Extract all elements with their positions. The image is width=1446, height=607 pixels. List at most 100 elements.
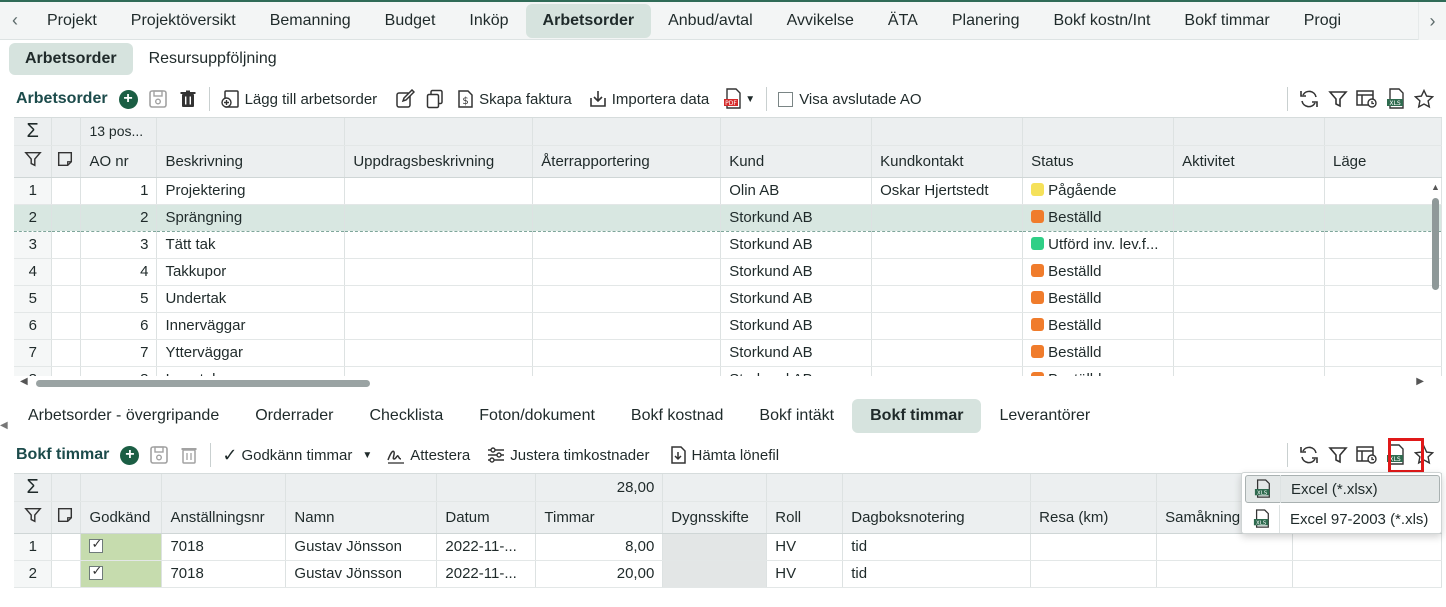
cell-kund[interactable]: Storkund AB bbox=[720, 258, 873, 286]
create-invoice-button[interactable]: $ Skapa faktura bbox=[450, 84, 577, 114]
column-header-godkand[interactable]: Godkänd bbox=[80, 501, 163, 534]
cell-aktivitet[interactable] bbox=[1173, 258, 1325, 286]
pdf-export-button[interactable]: PDF ▼ bbox=[718, 84, 760, 114]
row-number[interactable]: 1 bbox=[14, 533, 53, 561]
column-settings-button[interactable] bbox=[1352, 84, 1382, 114]
cell-kundkontakt[interactable] bbox=[871, 285, 1024, 313]
scroll-up-icon[interactable]: ▲ bbox=[1431, 182, 1440, 192]
tab-bemanning[interactable]: Bemanning bbox=[269, 11, 351, 29]
cell-aktivitet[interactable] bbox=[1173, 285, 1325, 313]
scrollbar-thumb[interactable] bbox=[36, 380, 370, 387]
column-header-aterrapportering[interactable]: Återrapportering bbox=[532, 145, 722, 178]
row-number[interactable]: 8 bbox=[14, 366, 53, 376]
tab-projekt[interactable]: Projekt bbox=[47, 11, 97, 29]
column-header-status[interactable]: Status bbox=[1022, 145, 1175, 178]
cell-status[interactable]: Beställd bbox=[1022, 285, 1175, 313]
cell-ao-nr[interactable]: 2 bbox=[80, 203, 158, 232]
cell-dygnsskifte[interactable] bbox=[662, 560, 768, 588]
cell-aterrapportering[interactable] bbox=[532, 203, 722, 232]
cell-aktivitet[interactable] bbox=[1173, 203, 1325, 232]
cell-kund[interactable]: Olin AB bbox=[720, 177, 873, 205]
row-number[interactable]: 2 bbox=[14, 560, 53, 588]
cell-uppdragsbeskrivning[interactable] bbox=[344, 258, 534, 286]
cell-kund[interactable]: Storkund AB bbox=[720, 366, 873, 376]
cell-uppdragsbeskrivning[interactable] bbox=[344, 231, 534, 259]
cell-kund[interactable]: Storkund AB bbox=[720, 312, 873, 340]
row-note-cell[interactable] bbox=[51, 203, 82, 232]
cell-lage[interactable] bbox=[1324, 339, 1442, 367]
cell-resa-km[interactable] bbox=[1030, 533, 1158, 561]
row-note-cell[interactable] bbox=[51, 258, 82, 286]
cell-lage[interactable] bbox=[1324, 285, 1442, 313]
scrollbar-thumb[interactable] bbox=[1432, 198, 1439, 290]
show-closed-checkbox[interactable]: Visa avslutade AO bbox=[773, 84, 926, 114]
attest-button[interactable]: Attestera bbox=[381, 440, 475, 470]
delete-hours-button[interactable] bbox=[174, 440, 204, 470]
cell-ao-nr[interactable]: 1 bbox=[80, 177, 158, 205]
cell-kund[interactable]: Storkund AB bbox=[720, 203, 873, 232]
cell-beskrivning[interactable]: Ytterväggar bbox=[156, 339, 346, 367]
row-note-cell[interactable] bbox=[51, 177, 82, 205]
cell-namn[interactable]: Gustav Jönsson bbox=[285, 533, 438, 561]
table-row[interactable]: 1 1 Projektering Olin AB Oskar Hjertstedt Påg… bbox=[14, 177, 1442, 205]
column-header-kund[interactable]: Kund bbox=[720, 145, 873, 178]
column-header-datum[interactable]: Datum bbox=[436, 501, 537, 534]
cell-aktivitet[interactable] bbox=[1173, 231, 1325, 259]
row-note-cell[interactable] bbox=[51, 366, 82, 376]
caret-down-icon[interactable]: ▼ bbox=[362, 449, 373, 461]
row-number[interactable]: 6 bbox=[14, 312, 53, 340]
cell-uppdragsbeskrivning[interactable] bbox=[344, 339, 534, 367]
cell-aktivitet[interactable] bbox=[1173, 366, 1325, 376]
row-number[interactable]: 7 bbox=[14, 339, 53, 367]
tab-inkop[interactable]: Inköp bbox=[469, 11, 509, 29]
cell-lage[interactable] bbox=[1324, 177, 1442, 205]
cell-godkand[interactable] bbox=[80, 533, 163, 561]
row-number[interactable]: 4 bbox=[14, 258, 53, 286]
column-header-ao-nr[interactable]: AO nr bbox=[80, 145, 158, 178]
save-button[interactable] bbox=[143, 84, 173, 114]
cell-uppdragsbeskrivning[interactable] bbox=[344, 366, 534, 376]
column-header-lage[interactable]: Läge bbox=[1324, 145, 1442, 178]
cell-extra[interactable] bbox=[1292, 533, 1442, 561]
tab-avvikelse[interactable]: Avvikelse bbox=[786, 11, 854, 29]
tab-checklista[interactable]: Checklista bbox=[369, 407, 444, 424]
cell-kundkontakt[interactable] bbox=[871, 258, 1024, 286]
filter-button[interactable] bbox=[1324, 440, 1352, 470]
add-hours-button[interactable]: + bbox=[115, 440, 144, 470]
cell-namn[interactable]: Gustav Jönsson bbox=[285, 560, 438, 588]
approve-hours-button[interactable]: ✓ Godkänn timmar ▼ bbox=[217, 440, 377, 470]
cell-kund[interactable]: Storkund AB bbox=[720, 285, 873, 313]
cell-datum[interactable]: 2022-11-... bbox=[436, 560, 537, 588]
column-header-beskrivning[interactable]: Beskrivning bbox=[156, 145, 346, 178]
note-icon[interactable] bbox=[51, 501, 82, 534]
cell-lage[interactable] bbox=[1324, 203, 1442, 232]
cell-kundkontakt[interactable] bbox=[871, 312, 1024, 340]
row-note-cell[interactable] bbox=[51, 231, 82, 259]
refresh-button[interactable] bbox=[1294, 84, 1324, 114]
cell-aktivitet[interactable] bbox=[1173, 339, 1325, 367]
row-note-cell[interactable] bbox=[51, 560, 82, 588]
cell-samakning[interactable] bbox=[1156, 533, 1294, 561]
row-number[interactable]: 3 bbox=[14, 231, 53, 259]
subtab-arbetsorder[interactable]: Arbetsorder bbox=[9, 43, 133, 75]
cell-roll[interactable]: HV bbox=[766, 560, 844, 588]
cell-kundkontakt[interactable] bbox=[871, 203, 1024, 232]
cell-status[interactable]: Utförd inv. lev.f... bbox=[1022, 231, 1175, 259]
cell-beskrivning[interactable]: Sprängning bbox=[156, 203, 346, 232]
column-header-resa-km[interactable]: Resa (km) bbox=[1030, 501, 1158, 534]
approved-checkbox[interactable] bbox=[89, 563, 104, 580]
tab-bokf-kostn-int[interactable]: Bokf kostn/Int bbox=[1053, 11, 1151, 29]
cell-lage[interactable] bbox=[1324, 231, 1442, 259]
column-header-dagboksnotering[interactable]: Dagboksnotering bbox=[842, 501, 1032, 534]
cell-status[interactable]: Beställd bbox=[1022, 312, 1175, 340]
sum-icon[interactable]: Σ bbox=[14, 474, 53, 502]
approved-checkbox[interactable] bbox=[89, 536, 104, 553]
cell-extra[interactable] bbox=[1292, 560, 1442, 588]
cell-dygnsskifte[interactable] bbox=[662, 533, 768, 561]
cell-aterrapportering[interactable] bbox=[532, 231, 722, 259]
cell-beskrivning[interactable]: Innerväggar bbox=[156, 312, 346, 340]
copy-button[interactable] bbox=[420, 84, 450, 114]
column-header-roll[interactable]: Roll bbox=[766, 501, 844, 534]
